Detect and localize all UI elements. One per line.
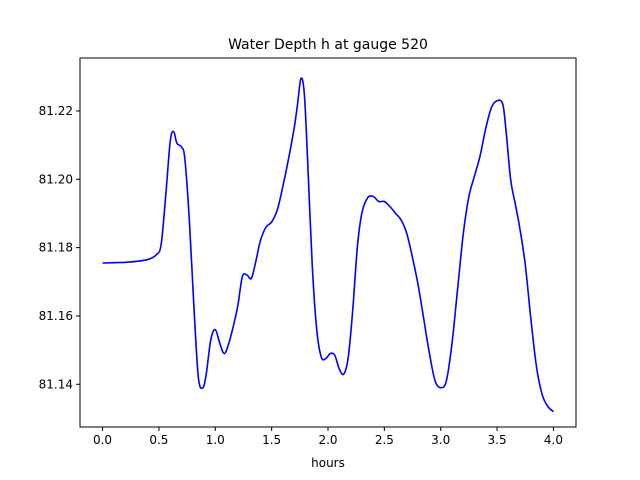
- x-tick-label: 3.5: [488, 433, 507, 447]
- x-axis-label: hours: [311, 456, 345, 470]
- x-tick-label: 2.0: [318, 433, 337, 447]
- x-tick-label: 0.0: [93, 433, 112, 447]
- x-tick-label: 4.0: [544, 433, 563, 447]
- series-line: [102, 77, 554, 413]
- y-tick-label: 81.22: [39, 104, 73, 118]
- x-tick-label: 0.5: [149, 433, 168, 447]
- plot-area: [102, 77, 554, 413]
- y-tick-label: 81.18: [39, 241, 73, 255]
- x-tick-label: 2.5: [375, 433, 394, 447]
- x-tick-label: 1.5: [262, 433, 281, 447]
- y-tick-label: 81.20: [39, 172, 73, 186]
- y-axis: 81.14 81.16 81.18 81.20 81.22: [39, 104, 80, 391]
- chart-title: Water Depth h at gauge 520: [228, 37, 428, 53]
- y-tick-label: 81.16: [39, 309, 73, 323]
- x-axis: 0.0 0.5 1.0 1.5 2.0 2.5 3.0 3.5 4.0: [93, 427, 563, 447]
- x-tick-label: 1.0: [206, 433, 225, 447]
- x-tick-label: 3.0: [431, 433, 450, 447]
- y-tick-label: 81.14: [39, 377, 73, 391]
